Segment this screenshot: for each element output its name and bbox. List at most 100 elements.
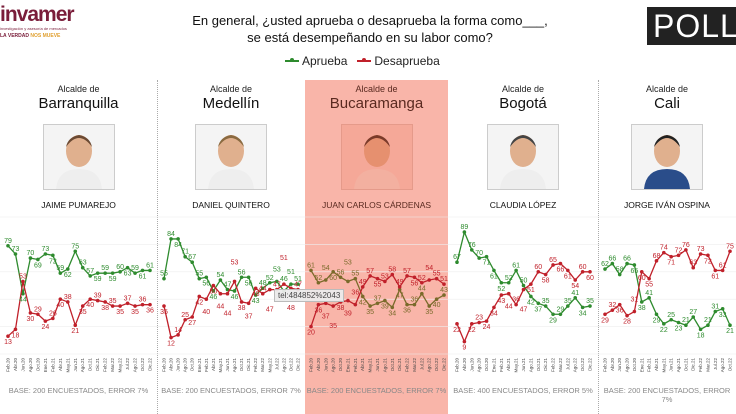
data-label: 53	[231, 259, 239, 266]
x-tick-label: Oct.21	[88, 358, 93, 372]
data-point	[639, 300, 644, 304]
data-point	[95, 298, 100, 303]
data-label: 65	[549, 257, 557, 264]
data-label: 57	[403, 268, 411, 275]
data-point	[639, 270, 644, 274]
data-point	[706, 323, 710, 328]
data-label: 60	[579, 264, 587, 271]
data-label: 53	[273, 266, 281, 273]
x-tick-label: Abr.21	[654, 358, 659, 372]
data-label: 36	[616, 308, 624, 315]
data-point	[529, 294, 533, 299]
data-point	[713, 268, 718, 273]
data-label: 84	[174, 242, 182, 249]
data-label: 63	[79, 260, 87, 267]
data-point	[625, 313, 629, 318]
x-tick-label: Oct.21	[683, 358, 688, 372]
data-point	[103, 271, 107, 275]
data-point	[390, 305, 395, 310]
data-label: 35	[564, 298, 572, 305]
x-tick-label: Ago.22	[281, 358, 286, 373]
x-tick-label: Jun.21	[225, 358, 230, 372]
data-label: 29	[34, 306, 42, 313]
mayor-name: JAIME PUMAREJO	[41, 200, 116, 210]
data-point	[296, 282, 300, 286]
data-point	[654, 312, 659, 317]
data-label: 43	[440, 287, 448, 294]
data-label: 28	[623, 319, 631, 326]
data-label: 58	[388, 267, 396, 274]
data-point	[566, 268, 570, 273]
x-tick-label: Ene.21	[345, 358, 350, 373]
data-point	[521, 287, 526, 292]
data-point	[21, 279, 25, 284]
mayor-panel: Alcalde de Bogotá CLAUDIA LÓPEZ	[448, 84, 598, 210]
x-tick-label: Oct.22	[580, 358, 585, 372]
data-point	[289, 282, 293, 286]
x-tick-label: Dic.21	[397, 358, 402, 371]
x-tick-label: Abr.20	[13, 358, 18, 372]
data-point	[133, 304, 137, 308]
data-point	[669, 254, 673, 259]
data-label: 41	[571, 290, 579, 297]
x-tick-label: Ago.20	[625, 358, 630, 373]
data-label: 61	[139, 273, 147, 280]
data-label: 36	[146, 308, 154, 315]
disapprove-line-icon	[357, 58, 372, 62]
data-label: 29	[557, 306, 565, 313]
base-note: BASE: 200 ENCUESTADOS, ERROR 7%	[306, 386, 447, 395]
data-label: 48	[287, 305, 295, 312]
data-point	[720, 268, 725, 273]
data-point	[647, 296, 651, 300]
panel-prefix: Alcalde de	[355, 84, 398, 94]
x-tick-label: Mar.22	[705, 358, 710, 372]
data-point	[125, 265, 130, 270]
data-point	[140, 268, 145, 273]
data-label: 38	[638, 305, 646, 312]
data-label: 56	[245, 280, 253, 287]
x-tick-label: Jul.22	[565, 358, 570, 371]
data-point	[346, 279, 350, 284]
data-label: 58	[542, 278, 550, 285]
base-note: BASE: 200 ENCUESTADOS, ERROR 7%	[161, 386, 301, 395]
data-point	[103, 300, 107, 304]
data-label: 60	[329, 275, 337, 282]
tooltip: tel:484852%2043	[274, 289, 345, 302]
x-tick-label: Oct.22	[434, 358, 439, 372]
data-point	[469, 248, 474, 252]
data-label: 27	[689, 309, 697, 316]
data-label: 47	[294, 282, 302, 289]
data-point	[368, 274, 372, 278]
data-point	[691, 265, 696, 270]
data-label: 31	[631, 297, 639, 304]
data-label: 74	[660, 245, 668, 252]
data-point	[197, 294, 202, 299]
data-label: 20	[307, 330, 315, 337]
data-label: 44	[259, 286, 267, 293]
data-label: 36	[403, 308, 411, 315]
data-point	[462, 230, 467, 234]
base-note: BASE: 200 ENCUESTADOS, ERROR 7%	[8, 386, 149, 395]
data-label: 44	[224, 311, 232, 318]
data-label: 41	[645, 290, 653, 297]
x-tick-label: Ene.21	[197, 358, 202, 373]
data-label: 63	[124, 271, 132, 278]
x-tick-label: Ene.21	[491, 358, 496, 373]
data-label: 66	[608, 256, 616, 263]
x-tick-label: Oct.20	[484, 358, 489, 372]
data-label: 54	[425, 265, 433, 272]
data-point	[654, 259, 659, 263]
data-point	[80, 304, 85, 308]
data-point	[603, 312, 607, 317]
data-label: 61	[711, 273, 719, 280]
data-label: 61	[564, 273, 572, 280]
data-label: 25	[667, 312, 675, 319]
data-label: 21	[704, 317, 712, 324]
x-tick-label: May.21	[218, 358, 223, 373]
data-point	[566, 304, 570, 308]
data-label: 69	[34, 262, 42, 269]
x-tick-label: Mar.22	[558, 358, 563, 372]
data-label: 63	[689, 260, 697, 267]
panel-prefix: Alcalde de	[501, 84, 545, 94]
data-label: 36	[139, 297, 147, 304]
